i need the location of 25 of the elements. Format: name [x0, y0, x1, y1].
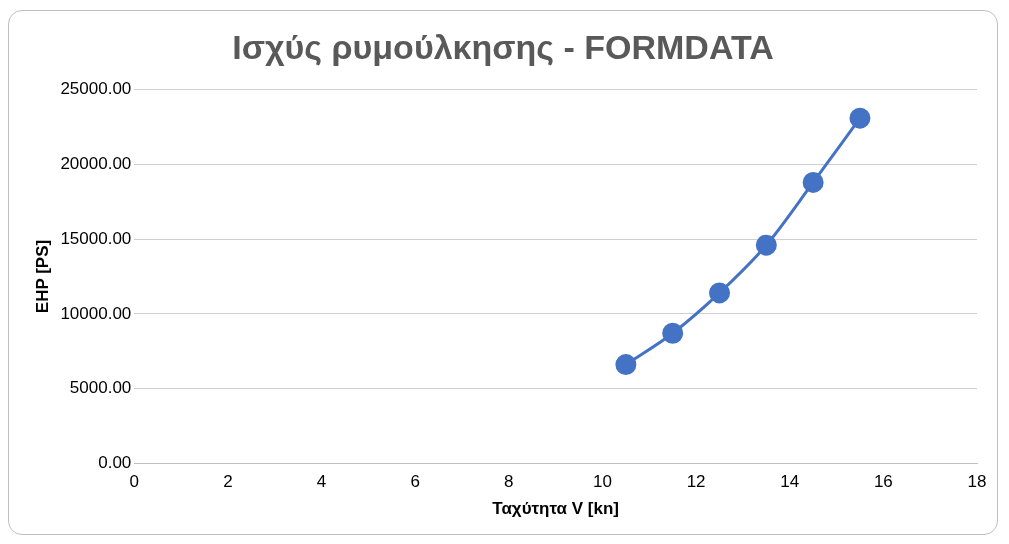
y-tick-label: 20000.00: [60, 154, 132, 174]
x-tick-label: 0: [129, 472, 140, 492]
y-tick-label: 10000.00: [60, 303, 132, 323]
x-tick-label: 8: [504, 472, 514, 492]
y-tick-label: 15000.00: [60, 228, 132, 248]
x-tick-label: 6: [410, 472, 420, 492]
x-tick-label: 16: [873, 472, 893, 492]
x-axis-title: Ταχύτητα V [kn]: [492, 499, 620, 519]
x-tick-label: 14: [780, 472, 800, 492]
y-axis-title: EHP [PS]: [32, 239, 52, 314]
point: [662, 322, 684, 344]
x-tick-label: 4: [316, 472, 327, 492]
y-tick-label: 25000.00: [60, 79, 132, 99]
point: [709, 282, 731, 304]
x-tick-label: 12: [686, 472, 706, 492]
x-tick-label: 18: [967, 472, 987, 492]
point: [755, 234, 777, 256]
y-tick-label: 5000.00: [69, 378, 132, 398]
point: [615, 354, 637, 376]
point: [849, 107, 871, 129]
point: [802, 171, 824, 193]
x-tick-label: 2: [223, 472, 233, 492]
x-tick-label: 10: [593, 472, 612, 492]
y-tick-label: 0.00: [98, 452, 132, 472]
chart-title: Ισχύς ρυμούλκησης - FORMDATA: [232, 27, 774, 66]
